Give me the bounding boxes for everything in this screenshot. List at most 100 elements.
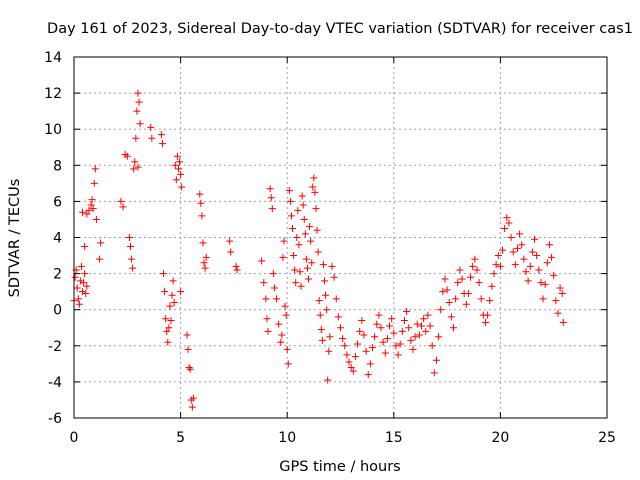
data-point — [184, 345, 192, 353]
data-point — [394, 351, 402, 359]
data-point — [226, 237, 234, 245]
data-point — [345, 358, 353, 366]
data-point — [262, 295, 270, 303]
y-tick-label: 14 — [44, 50, 62, 66]
data-point — [396, 340, 404, 348]
data-point — [341, 342, 349, 350]
data-point — [188, 403, 196, 411]
data-point — [201, 264, 209, 272]
data-point — [293, 234, 301, 241]
data-point — [473, 266, 481, 274]
data-point — [81, 270, 89, 278]
data-point — [306, 223, 314, 231]
data-point — [162, 315, 170, 323]
data-point — [266, 185, 274, 193]
data-point — [558, 289, 566, 297]
data-point — [281, 302, 289, 310]
data-point — [71, 273, 79, 281]
data-point — [185, 363, 193, 371]
x-tick-label: 0 — [70, 430, 79, 446]
data-point — [96, 255, 104, 263]
x-tick-label: 10 — [278, 430, 296, 446]
y-tick-label: 6 — [53, 194, 62, 210]
y-axis-label: SDTVAR / TECUs — [7, 179, 23, 298]
data-point — [492, 261, 500, 269]
data-point — [398, 327, 406, 335]
x-axis-label: GPS time / hours — [279, 459, 400, 475]
data-point — [326, 333, 334, 341]
y-tick-label: 4 — [53, 231, 62, 247]
data-point — [405, 324, 413, 332]
data-point — [305, 275, 313, 283]
data-point — [287, 212, 295, 220]
data-point — [501, 224, 509, 232]
data-point — [522, 268, 530, 276]
data-point — [347, 363, 355, 371]
data-point — [289, 224, 297, 232]
data-point — [164, 338, 172, 346]
data-point — [186, 365, 194, 373]
data-point — [439, 288, 447, 296]
y-tick-label: 0 — [53, 303, 62, 319]
data-point — [73, 284, 81, 292]
data-point — [322, 291, 330, 299]
data-point — [418, 322, 426, 330]
data-point — [375, 311, 383, 319]
data-point — [134, 163, 142, 171]
data-point — [128, 255, 136, 263]
data-point — [445, 298, 453, 306]
data-point — [556, 284, 564, 292]
data-point — [550, 271, 558, 279]
data-point — [295, 241, 303, 249]
data-point — [76, 277, 84, 285]
data-point — [554, 309, 562, 317]
data-point — [505, 219, 513, 227]
data-point — [356, 327, 364, 335]
data-point — [494, 252, 502, 260]
data-point — [317, 326, 325, 334]
data-point — [83, 282, 91, 290]
data-point — [173, 152, 181, 160]
y-tick-label: 8 — [53, 158, 62, 174]
data-point — [323, 306, 331, 314]
data-point — [464, 289, 472, 297]
data-point — [296, 268, 304, 276]
data-point — [403, 308, 411, 316]
data-point — [430, 369, 438, 377]
data-point — [531, 235, 539, 243]
data-point — [260, 279, 268, 287]
data-point — [136, 120, 144, 128]
data-point — [409, 345, 417, 353]
data-point — [169, 277, 177, 285]
data-point — [74, 295, 82, 303]
data-point — [325, 347, 333, 355]
grid — [74, 57, 607, 418]
data-point — [467, 273, 475, 281]
data-point — [552, 297, 560, 305]
data-point — [303, 264, 311, 272]
data-point — [545, 241, 553, 249]
data-point — [123, 152, 131, 160]
data-point — [307, 237, 315, 245]
data-point — [310, 174, 318, 182]
data-point — [309, 183, 317, 191]
data-point — [318, 336, 326, 344]
data-point — [428, 342, 436, 350]
data-point — [308, 259, 316, 267]
data-point — [366, 360, 374, 368]
data-point — [85, 206, 93, 214]
data-point — [302, 255, 310, 263]
data-point — [337, 324, 344, 332]
data-point — [503, 214, 511, 222]
data-point — [407, 336, 415, 344]
data-point — [232, 262, 240, 270]
data-point — [283, 345, 291, 353]
data-point — [97, 239, 105, 247]
data-point — [490, 270, 498, 278]
data-point — [297, 282, 305, 290]
data-point — [354, 340, 362, 348]
data-point — [196, 190, 204, 198]
data-point — [126, 243, 134, 251]
data-point — [264, 327, 272, 335]
data-point — [364, 371, 372, 379]
